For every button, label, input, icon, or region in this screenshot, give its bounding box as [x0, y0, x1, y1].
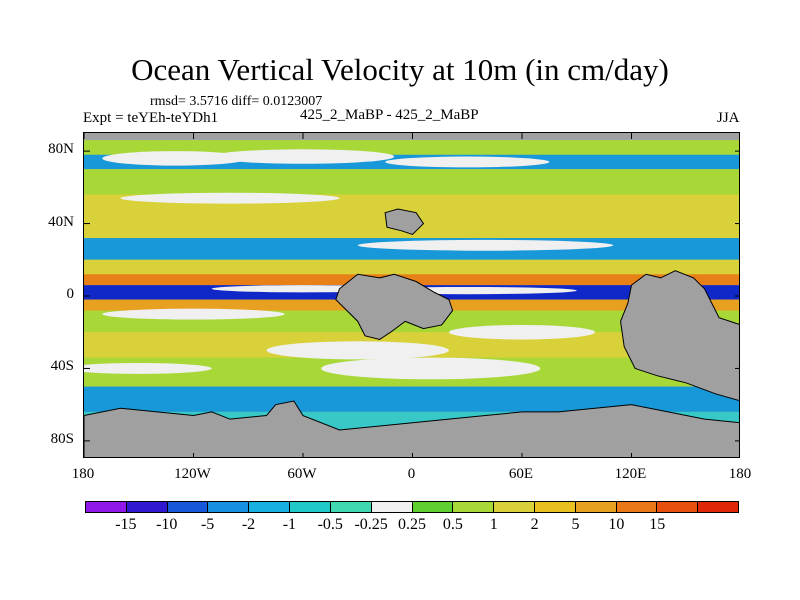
lon-tick-label: 180 [728, 466, 752, 482]
velocity-band-0 [84, 133, 739, 141]
lon-tick-label: 180 [71, 466, 95, 482]
colorbar-swatch-15 [698, 502, 738, 512]
lat-tick-label: 80S [50, 430, 74, 447]
lon-tick-label: 60E [508, 466, 534, 482]
colorbar-swatch-11 [534, 502, 576, 512]
velocity-band-7 [84, 259, 739, 275]
season-label: JJA [717, 110, 740, 126]
colorbar [85, 501, 739, 513]
near-zero-patch-8 [266, 341, 449, 360]
map-panel [83, 132, 740, 458]
colorbar-swatch-2 [167, 502, 209, 512]
colorbar-label: -2 [241, 516, 256, 533]
colorbar-label: 2 [530, 516, 539, 533]
land-antarctica [84, 400, 739, 457]
colorbar-swatch-8 [412, 502, 454, 512]
near-zero-patch-11 [84, 363, 212, 374]
lat-tick-label: 80N [48, 141, 74, 158]
near-zero-patch-7 [102, 308, 285, 320]
lat-tick-label: 40N [48, 213, 74, 230]
case-label: 425_2_MaBP - 425_2_MaBP [300, 107, 479, 123]
colorbar-swatch-5 [290, 502, 331, 512]
colorbar-label: -0.25 [354, 516, 388, 533]
colorbar-label: 5 [571, 516, 580, 533]
colorbar-label: -15 [115, 516, 137, 533]
lon-tick-label: 0 [407, 466, 416, 482]
land-north-continent [384, 208, 425, 235]
lat-tick-label: 0 [66, 286, 75, 302]
near-zero-patch-10 [449, 324, 595, 340]
colorbar-label: 0.5 [442, 516, 463, 533]
near-zero-patch-1 [211, 149, 395, 164]
near-zero-patch-4 [357, 239, 614, 251]
colorbar-label: 0.25 [398, 516, 426, 533]
chart-title: Ocean Vertical Velocity at 10m (in cm/da… [131, 52, 669, 87]
colorbar-swatch-7 [371, 502, 413, 512]
colorbar-swatch-14 [657, 502, 699, 512]
near-zero-patch-2 [385, 156, 550, 168]
colorbar-label: 1 [489, 516, 498, 533]
colorbar-swatch-4 [249, 502, 291, 512]
colorbar-swatch-0 [86, 502, 127, 512]
land-east-continent [620, 270, 739, 401]
colorbar-label: -5 [200, 516, 215, 533]
colorbar-swatch-10 [494, 502, 535, 512]
lon-tick-label: 60W [287, 466, 317, 482]
colorbar-swatch-9 [453, 502, 495, 512]
land-central-continent [335, 273, 454, 341]
colorbar-swatch-13 [616, 502, 658, 512]
map-plot [84, 133, 739, 457]
colorbar-swatch-6 [330, 502, 372, 512]
colorbar-swatch-3 [208, 502, 250, 512]
velocity-band-3 [84, 169, 739, 195]
colorbar-label: -10 [156, 516, 178, 533]
colorbar-label: 15 [649, 516, 666, 533]
colorbar-label: -0.5 [317, 516, 343, 533]
colorbar-label: 10 [608, 516, 625, 533]
near-zero-patch-9 [321, 357, 541, 380]
experiment-label: Expt = teYEh-teYDh1 [83, 110, 219, 126]
lat-tick-label: 40S [50, 358, 74, 375]
colorbar-swatch-1 [126, 502, 168, 512]
stats-text: rmsd= 3.5716 diff= 0.0123007 [150, 94, 323, 109]
colorbar-label: -1 [282, 516, 297, 533]
colorbar-swatch-12 [575, 502, 617, 512]
near-zero-patch-0 [102, 151, 249, 166]
lon-tick-label: 120W [174, 466, 211, 482]
near-zero-patch-3 [120, 192, 340, 204]
lon-tick-label: 120E [614, 466, 647, 482]
